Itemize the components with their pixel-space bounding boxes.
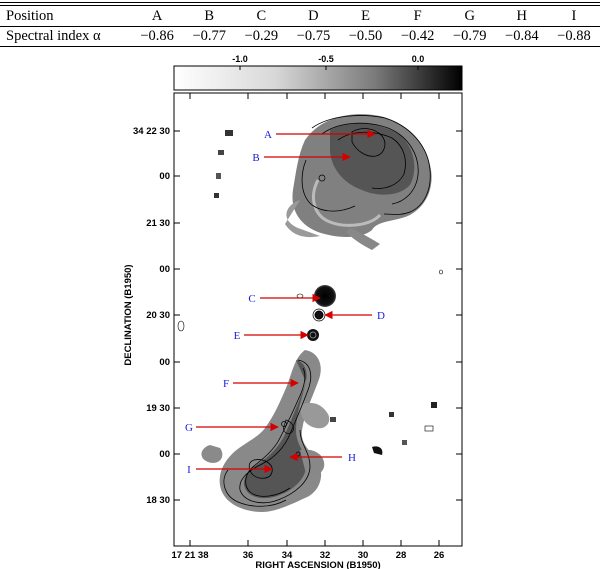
- row-head-position: Position: [6, 8, 54, 24]
- table-top-rule-2: [0, 5, 600, 6]
- cell-pos-c: C: [256, 8, 267, 24]
- cell-alpha-h: −0.84: [505, 28, 539, 44]
- x-axis-title: RIGHT ASCENSION (B1950): [255, 560, 380, 569]
- y-tick-label: 00: [159, 449, 170, 460]
- y-tick-label: 18 30: [146, 495, 170, 506]
- cell-pos-f: F: [413, 8, 422, 24]
- y-tick-label: 00: [159, 264, 170, 275]
- source-c: [314, 285, 336, 307]
- x-tick-label: 26: [434, 550, 445, 561]
- annotation-arrows: [196, 129, 376, 474]
- y-tick-label: 21 30: [146, 218, 170, 229]
- label-a: A: [264, 129, 272, 141]
- source-e: [307, 329, 319, 341]
- label-b: B: [252, 152, 259, 164]
- row-head-spectral-index: Spectral index α: [6, 28, 101, 44]
- cell-alpha-e: −0.50: [348, 28, 383, 44]
- y-axis-ticks: [174, 130, 462, 501]
- northern-lobe: [214, 114, 432, 250]
- table-row-position: Position A B C D E F G H I: [0, 7, 600, 27]
- x-tick-label: 34: [282, 550, 293, 561]
- label-e: E: [234, 330, 241, 342]
- y-axis-title: DECLINATION (B1950): [123, 264, 134, 365]
- cell-alpha-g: −0.79: [452, 28, 487, 44]
- cell-pos-d: D: [308, 8, 319, 24]
- x-tick-label: 28: [396, 550, 407, 561]
- cell-pos-e: E: [361, 8, 370, 24]
- colorbar-tick-label: 0.0: [412, 54, 425, 64]
- x-tick-label: 32: [320, 550, 331, 561]
- cell-alpha-a: −0.86: [140, 28, 174, 44]
- source-d: [314, 310, 324, 320]
- label-c: C: [248, 293, 255, 305]
- cell-pos-b: B: [204, 8, 215, 24]
- x-tick-label: 36: [243, 550, 254, 561]
- cell-pos-i: I: [571, 8, 577, 24]
- label-i: I: [187, 464, 191, 476]
- colorbar-gradient: [173, 65, 463, 91]
- colorbar: -1.0 -0.5 0.0: [173, 54, 463, 91]
- cell-pos-h: H: [516, 8, 528, 24]
- label-f: F: [223, 378, 229, 390]
- cell-pos-a: A: [151, 8, 163, 24]
- y-tick-label: 00: [159, 357, 170, 368]
- cell-alpha-f: −0.42: [400, 28, 435, 44]
- x-axis-ticks: [189, 93, 440, 546]
- cell-alpha-i: −0.88: [557, 28, 591, 44]
- southern-jet: [201, 350, 437, 512]
- y-tick-label: 34 22 30: [133, 126, 170, 137]
- colorbar-tick-label: -0.5: [318, 54, 334, 64]
- label-h: H: [348, 452, 356, 464]
- y-tick-label: 00: [159, 171, 170, 182]
- table-row-spectral-index: Spectral index α −0.86 −0.77 −0.29 −0.75…: [0, 26, 600, 47]
- y-tick-label: 19 30: [146, 403, 170, 414]
- cell-alpha-b: −0.77: [192, 28, 227, 44]
- y-tick-label: 20 30: [146, 310, 170, 321]
- table-top-rule: [0, 2, 600, 3]
- cell-pos-g: G: [464, 8, 475, 24]
- cell-alpha-d: −0.75: [296, 28, 331, 44]
- x-tick-label: 17 21 38: [172, 550, 209, 561]
- label-g: G: [185, 422, 193, 434]
- label-d: D: [377, 310, 385, 322]
- colorbar-tick-label: -1.0: [232, 54, 248, 64]
- cell-alpha-c: −0.29: [244, 28, 279, 44]
- x-tick-label: 30: [358, 550, 369, 561]
